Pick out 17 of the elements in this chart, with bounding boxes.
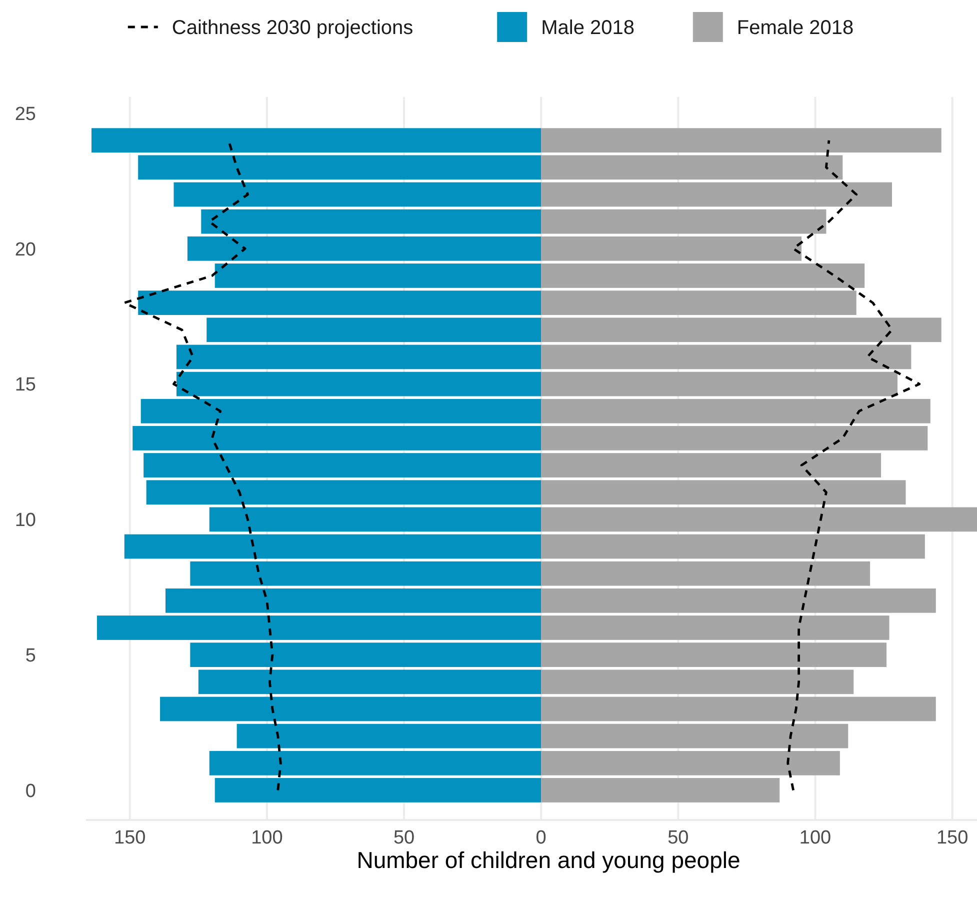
y-tick-label: 0 [25, 780, 36, 802]
x-tick-label: 50 [668, 827, 689, 848]
y-tick-label: 5 [25, 645, 36, 666]
legend-label: Male 2018 [541, 17, 635, 39]
x-tick-label: 150 [936, 827, 968, 848]
legend-label: Caithness 2030 projections [172, 17, 414, 39]
y-tick-label: 20 [14, 239, 36, 260]
x-tick-label: 0 [536, 827, 546, 848]
legend-label: Female 2018 [736, 17, 854, 39]
x-tick-label: 150 [114, 827, 146, 848]
x-axis-title: Number of children and young people [356, 847, 740, 873]
y-tick-label: 15 [14, 374, 36, 396]
y-tick-label: 10 [14, 510, 36, 532]
x-tick-label: 100 [251, 827, 283, 848]
x-tick-label: 50 [393, 827, 415, 848]
x-tick-label: 100 [799, 827, 832, 848]
y-tick-label: 25 [14, 104, 36, 125]
